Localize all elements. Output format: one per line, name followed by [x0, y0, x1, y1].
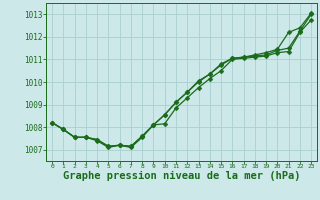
X-axis label: Graphe pression niveau de la mer (hPa): Graphe pression niveau de la mer (hPa) [63, 171, 300, 181]
